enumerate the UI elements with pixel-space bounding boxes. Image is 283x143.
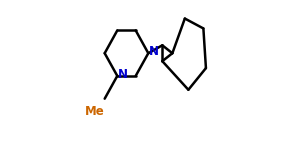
Text: N: N [118, 68, 128, 81]
Text: N: N [149, 45, 159, 58]
Text: Me: Me [85, 105, 105, 118]
